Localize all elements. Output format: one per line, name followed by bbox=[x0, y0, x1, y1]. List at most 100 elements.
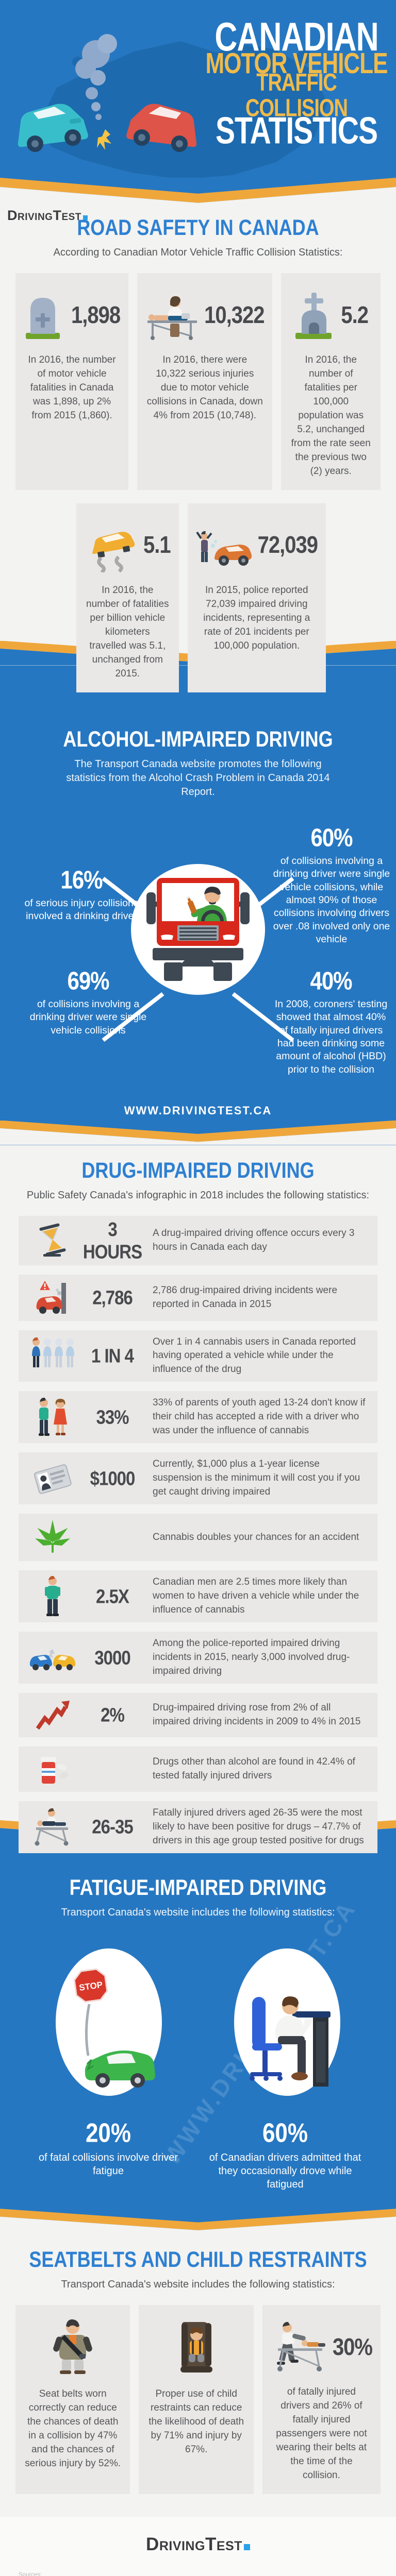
stat-value: 26-35 bbox=[92, 1816, 133, 1838]
hero-header: CANADIAN MOTOR VEHICLE TRAFFIC COLLISION… bbox=[0, 0, 396, 178]
road-cards-row-1: 1,898 In 2016, the number of motor vehic… bbox=[15, 273, 381, 490]
stat-text: of fatally injured drivers and 26% of fa… bbox=[276, 2386, 367, 2481]
drunk-driver-truck-illustration bbox=[131, 863, 265, 995]
stat-value: 1 IN 4 bbox=[91, 1345, 134, 1367]
stat-text: In 2015, police reported 72,039 impaired… bbox=[203, 584, 310, 651]
alcohol-heading: ALCOHOL-IMPAIRED DRIVING bbox=[63, 726, 333, 752]
stat-text: In 2016, the number of fatalities per 10… bbox=[291, 354, 371, 477]
red-car bbox=[126, 104, 197, 152]
stat-text: Drugs other than alcohol are found in 42… bbox=[153, 1756, 355, 1782]
stat-card: 1,898 In 2016, the number of motor vehic… bbox=[15, 273, 129, 490]
stat-value: 60% bbox=[310, 823, 353, 852]
drug-stat-row: $1000 Currently, $1,000 plus a 1-year li… bbox=[19, 1452, 377, 1505]
driver bbox=[186, 886, 227, 921]
stat-text: In 2016, the number of motor vehicle fat… bbox=[28, 354, 116, 421]
stat-value: 69% bbox=[67, 966, 109, 995]
alcohol-stat: 16% of serious injury collisions involve… bbox=[15, 865, 147, 923]
seatbelts-heading: SEATBELTS AND CHILD RESTRAINTS bbox=[29, 2247, 367, 2272]
fatigue-heading: FATIGUE-IMPAIRED DRIVING bbox=[69, 1875, 327, 1900]
stretcher-icon bbox=[26, 1808, 79, 1846]
drug-heading: DRUG-IMPAIRED DRIVING bbox=[81, 1157, 315, 1183]
section-fatigue: WWW.DRIVINGTEST.CA FATIGUE-IMPAIRED DRIV… bbox=[0, 1844, 396, 2209]
fatigue-stat: 20% of fatal collisions involve driver f… bbox=[31, 2119, 186, 2191]
stat-text: Seat belts worn correctly can reduce the… bbox=[25, 2388, 121, 2469]
logo-blue-square bbox=[243, 2544, 250, 2550]
fatigue-subtitle: Transport Canada's website includes the … bbox=[61, 1906, 335, 1918]
stat-text: Fatally injured drivers aged 26-35 were … bbox=[153, 1807, 364, 1846]
stat-text: In 2016, the number of fatalities per bi… bbox=[86, 584, 169, 679]
cannabis-leaf-icon bbox=[26, 1519, 79, 1556]
alcohol-stat: 69% of collisions involving a drinking d… bbox=[21, 966, 156, 1038]
car-pole-crash-icon bbox=[26, 1280, 79, 1316]
stat-text: Cannabis doubles your chances for an acc… bbox=[153, 1531, 359, 1543]
section-road-safety: DRIVINGTEST ROAD SAFETY IN CANADA Accord… bbox=[0, 207, 396, 692]
stat-card: 10,322 In 2016, there were 10,322 seriou… bbox=[137, 273, 273, 490]
stat-value bbox=[79, 1528, 145, 1547]
rising-arrow-icon bbox=[26, 1699, 79, 1732]
section-alcohol: ALCOHOL-IMPAIRED DRIVING The Transport C… bbox=[0, 665, 396, 1121]
title-line-3: TRAFFIC COLLISION bbox=[245, 69, 348, 123]
canada-map-silhouette bbox=[36, 41, 327, 178]
stat-text: In 2016, there were 10,322 serious injur… bbox=[146, 354, 263, 421]
website-link: WWW.DRIVINGTEST.CA bbox=[124, 1104, 272, 1117]
stat-text: of Canadian drivers admitted that they o… bbox=[209, 2152, 361, 2191]
title-line-4: STATISTICS bbox=[215, 109, 378, 152]
sources-label: Sources: bbox=[19, 2571, 42, 2576]
drug-stat-row: 2.5X Canadian men are 2.5 times more lik… bbox=[19, 1570, 377, 1623]
teal-car bbox=[18, 104, 88, 152]
section-drug: DRUG-IMPAIRED DRIVING Public Safety Cana… bbox=[0, 1145, 396, 1853]
stat-text: of collisions involving a drinking drive… bbox=[273, 855, 390, 945]
tombstone-icon bbox=[24, 291, 66, 340]
road-subtitle: According to Canadian Motor Vehicle Traf… bbox=[53, 247, 343, 258]
stat-text: Drug-impaired driving rose from 2% of al… bbox=[153, 1702, 361, 1727]
pill-bottle-icon bbox=[26, 1752, 79, 1787]
gurney-icon bbox=[271, 2321, 327, 2373]
drug-stat-row: 33% 33% of parents of youth aged 13-24 d… bbox=[19, 1391, 377, 1444]
car-crash-illustration bbox=[18, 34, 197, 152]
smoke-cloud bbox=[75, 34, 117, 120]
stat-value: 16% bbox=[60, 865, 103, 894]
alcohol-stats-cluster: 16% of serious injury collisions involve… bbox=[0, 812, 396, 1101]
stat-value: 2% bbox=[101, 1704, 125, 1726]
alcohol-stat: 40% In 2008, coroners' testing showed th… bbox=[271, 966, 391, 1077]
chevron-divider bbox=[0, 1120, 396, 1145]
drug-rows: 3 HOURS A drug-impaired driving offence … bbox=[19, 1215, 377, 1853]
drivingtest-logo: DRIVINGTEST bbox=[7, 208, 88, 224]
stat-value: 60% bbox=[262, 2118, 308, 2148]
stat-text: Proper use of child restraints can reduc… bbox=[148, 2388, 244, 2455]
title-line-1: CANADIAN bbox=[214, 14, 378, 59]
pedestrian-crash-icon bbox=[195, 521, 253, 570]
drug-stat-row: 2% Drug-impaired driving rose from 2% of… bbox=[19, 1693, 377, 1738]
stat-value: 72,039 bbox=[257, 532, 318, 558]
fatigue-illustrations: STOP bbox=[0, 1948, 396, 2096]
alcohol-subtitle: The Transport Canada website promotes th… bbox=[66, 758, 330, 798]
stat-text: Among the police-reported impaired drivi… bbox=[153, 1638, 350, 1677]
stat-value: 40% bbox=[310, 966, 352, 995]
autopsy-table-icon bbox=[145, 291, 199, 340]
stat-text: 2,786 drug-impaired driving incidents we… bbox=[153, 1284, 338, 1310]
man-icon bbox=[26, 1575, 79, 1617]
road-heading: ROAD SAFETY IN CANADA bbox=[77, 215, 319, 240]
stat-value: 2,786 bbox=[92, 1286, 133, 1309]
seatbelts-subtitle: Transport Canada's website includes the … bbox=[61, 2279, 335, 2291]
stat-value: 5.2 bbox=[341, 302, 369, 328]
fatigue-stats: 20% of fatal collisions involve driver f… bbox=[31, 2119, 365, 2191]
title-line-2: MOTOR VEHICLE bbox=[205, 47, 388, 80]
stat-text: of serious injury collisions involved a … bbox=[24, 897, 139, 922]
stat-value: 20% bbox=[85, 2118, 131, 2148]
two-car-crash-icon bbox=[26, 1643, 79, 1673]
drug-stat-row: 3000 Among the police-reported impaired … bbox=[19, 1632, 377, 1684]
drug-stat-row: Drugs other than alcohol are found in 42… bbox=[19, 1747, 377, 1792]
stat-text: 33% of parents of youth aged 13-24 don't… bbox=[153, 1397, 366, 1436]
drug-stat-row: Cannabis doubles your chances for an acc… bbox=[19, 1514, 377, 1562]
stat-value: 10,322 bbox=[204, 302, 265, 328]
stat-card: 30% of fatally injured drivers and 26% o… bbox=[262, 2305, 381, 2494]
hourglass-icon bbox=[26, 1223, 79, 1258]
stat-value: 30% bbox=[332, 2334, 373, 2360]
grave-cross-icon bbox=[293, 291, 336, 340]
seatbelt-cards-row: Seat belts worn correctly can reduce the… bbox=[15, 2305, 381, 2494]
people-group-icon bbox=[26, 1337, 79, 1375]
stat-value: 5.1 bbox=[143, 532, 171, 558]
stat-card: 5.2 In 2016, the number of fatalities pe… bbox=[281, 273, 381, 490]
stat-card: Seat belts worn correctly can reduce the… bbox=[15, 2305, 130, 2494]
